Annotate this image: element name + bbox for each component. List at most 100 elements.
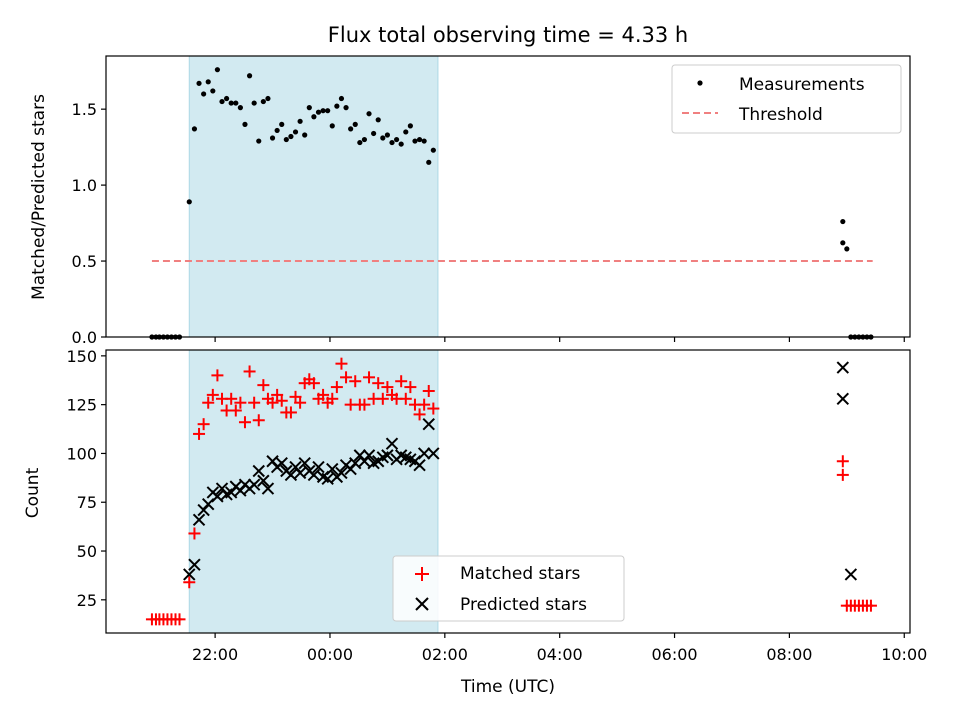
measurement-point xyxy=(210,88,216,94)
measurement-point xyxy=(274,127,280,134)
measurement-point xyxy=(430,147,436,153)
matched-star-point xyxy=(266,396,279,409)
measurement-point xyxy=(840,218,846,225)
measurement-point xyxy=(279,121,285,127)
measurement-point xyxy=(292,129,299,135)
measurement-point xyxy=(416,136,423,143)
matched-star-point xyxy=(197,418,210,431)
measurement-point xyxy=(186,199,192,205)
matched-star-point xyxy=(376,392,389,405)
matched-star-point xyxy=(188,527,201,540)
measurement-point xyxy=(306,105,312,111)
measurement-point xyxy=(357,139,363,146)
matched-star-point xyxy=(836,468,849,481)
measurement-point xyxy=(334,103,340,109)
matched-star-point xyxy=(225,392,238,405)
predicted-star-point xyxy=(362,449,376,462)
measurement-point xyxy=(398,141,404,147)
predicted-star-point xyxy=(307,468,321,482)
measurement-point xyxy=(288,133,294,140)
measurement-point xyxy=(219,98,225,105)
x-ticks: 22:00 00:00 02:00 04:00 06:00 08:00 10:00 xyxy=(192,633,927,664)
predicted-star-point xyxy=(183,568,196,581)
measurement-point xyxy=(233,100,239,106)
matched-star-point xyxy=(358,398,371,411)
matched-star-point xyxy=(422,384,435,397)
predicted-star-point xyxy=(247,478,261,491)
measurement-point xyxy=(214,67,221,73)
legend-predicted-marker xyxy=(415,597,429,611)
matched-star-points xyxy=(145,357,877,626)
predicted-star-point xyxy=(349,456,362,470)
matched-star-point xyxy=(413,408,426,421)
predicted-star-point xyxy=(335,466,348,480)
matched-star-point xyxy=(206,388,219,401)
matched-star-point xyxy=(427,402,440,415)
measurement-point xyxy=(426,159,432,165)
measurement-point xyxy=(205,79,211,85)
measurement-point xyxy=(201,91,207,97)
predicted-star-point xyxy=(293,466,307,480)
y-tick-label: 75 xyxy=(77,493,97,512)
measurement-point xyxy=(302,132,308,138)
matched-star-point xyxy=(211,369,224,382)
matched-star-point xyxy=(294,396,307,409)
x-tick-label: 00:00 xyxy=(307,645,353,664)
x-axis-label: Time (UTC) xyxy=(460,677,555,697)
matched-star-point xyxy=(404,381,417,394)
legend-predicted-label: Predicted stars xyxy=(460,595,587,615)
matched-star-point xyxy=(399,392,412,405)
matched-star-point xyxy=(183,576,196,589)
axes-frame xyxy=(105,349,911,634)
axes-frame-bottom xyxy=(105,349,911,634)
measurement-point xyxy=(361,136,368,143)
y-ticks-top: 0.0 0.5 1.0 1.5 xyxy=(72,100,905,347)
measurement-point xyxy=(407,123,413,129)
matched-star-point xyxy=(202,396,215,409)
matched-star-point xyxy=(836,455,849,468)
y-tick-label: 1.5 xyxy=(72,100,97,119)
predicted-star-point xyxy=(261,482,275,495)
measurement-point xyxy=(269,135,276,141)
legend-bottom: Matched stars Predicted stars xyxy=(392,555,625,622)
y-tick-label: 0.0 xyxy=(72,328,97,347)
x-tick-label: 08:00 xyxy=(766,645,812,664)
measurement-point xyxy=(371,130,377,137)
y-tick-label: 100 xyxy=(66,444,97,463)
legend-measurements-label: Measurements xyxy=(739,75,865,95)
y-tick-label: 1.0 xyxy=(72,176,97,195)
y-tick-label: 150 xyxy=(66,347,97,366)
predicted-star-point xyxy=(321,472,334,486)
axes-frame-top xyxy=(105,55,911,338)
y-axis-label-count: Count xyxy=(23,467,43,518)
y-tick-label: 50 xyxy=(77,542,97,561)
measurement-point xyxy=(352,121,358,127)
matched-star-point xyxy=(317,388,330,401)
y-tick-label: 125 xyxy=(66,396,97,415)
x-tick-label: 22:00 xyxy=(192,645,238,664)
predicted-star-point xyxy=(275,456,288,470)
matched-star-point xyxy=(340,371,353,384)
matched-star-point xyxy=(252,414,265,427)
matched-star-point xyxy=(363,371,376,384)
measurement-point xyxy=(329,123,335,129)
predicted-star-point xyxy=(326,462,339,476)
predicted-star-point xyxy=(427,447,440,460)
y-tick-label: 25 xyxy=(77,591,97,610)
predicted-star-point xyxy=(298,456,311,470)
measurement-point xyxy=(237,105,243,111)
measurement-point xyxy=(844,246,850,252)
matched-star-point xyxy=(349,375,362,388)
measurement-point xyxy=(375,117,381,123)
predicted-star-point xyxy=(422,417,435,431)
measurement-point xyxy=(348,126,354,132)
predicted-star-point xyxy=(192,513,206,527)
predicted-star-point xyxy=(257,474,270,487)
chart-title: Flux total observing time = 4.33 h xyxy=(328,23,688,47)
legend-matched-marker xyxy=(415,567,429,581)
measurement-point xyxy=(228,100,234,106)
panel-counts: Count 25 50 75 100 125 150 22:00 00:00 02:00 04:… xyxy=(23,347,927,664)
measurement-point xyxy=(343,105,349,111)
measurement-point xyxy=(297,118,303,124)
